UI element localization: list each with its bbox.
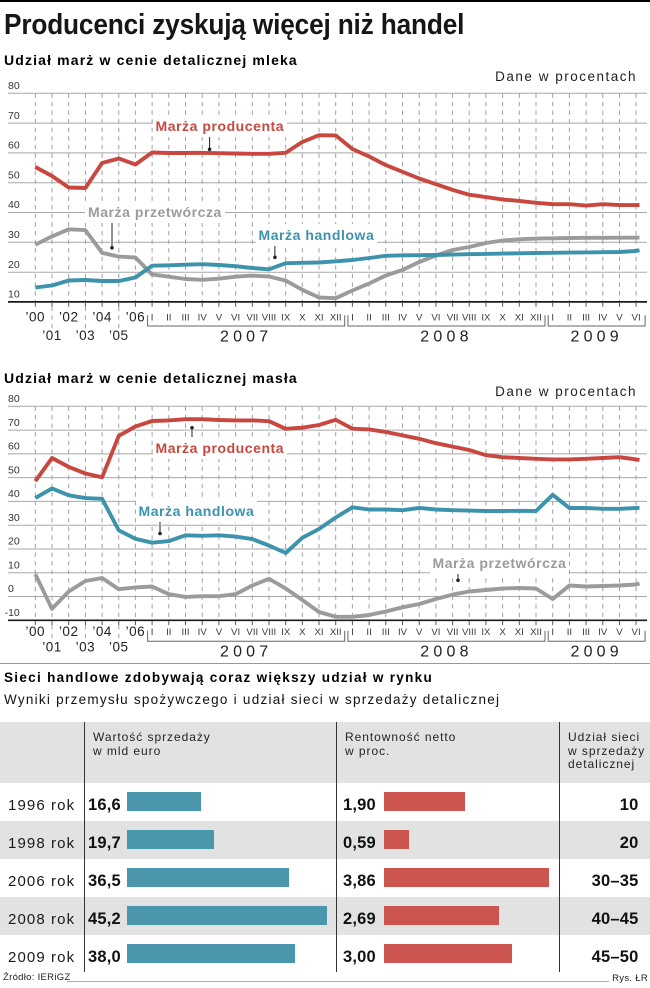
- svg-text:’01: ’01: [42, 640, 62, 655]
- svg-text:I: I: [151, 627, 154, 638]
- svg-text:VI: VI: [431, 312, 440, 323]
- svg-text:III: III: [582, 312, 590, 323]
- svg-text:II: II: [366, 312, 371, 323]
- svg-text:’04: ’04: [92, 310, 112, 325]
- svg-text:IX: IX: [481, 312, 491, 323]
- svg-text:V: V: [216, 312, 223, 323]
- svg-text:VIII: VIII: [262, 627, 276, 638]
- svg-text:III: III: [382, 627, 390, 638]
- svg-text:XII: XII: [530, 627, 542, 638]
- svg-text:VIII: VIII: [462, 627, 476, 638]
- svg-text:V: V: [616, 312, 623, 323]
- svg-text:10: 10: [8, 560, 20, 572]
- svg-text:XII: XII: [330, 312, 342, 323]
- svg-text:V: V: [416, 312, 423, 323]
- svg-text:2009: 2009: [570, 644, 622, 661]
- svg-text:40: 40: [8, 488, 20, 500]
- svg-text:XII: XII: [530, 312, 542, 323]
- svg-text:VIII: VIII: [262, 312, 276, 323]
- svg-text:-10: -10: [5, 607, 20, 619]
- svg-text:XI: XI: [314, 312, 323, 323]
- svg-text:70: 70: [8, 417, 20, 429]
- svg-text:III: III: [582, 627, 590, 638]
- svg-text:IX: IX: [281, 627, 291, 638]
- svg-text:II: II: [567, 312, 572, 323]
- svg-text:2009: 2009: [570, 329, 622, 346]
- svg-text:IV: IV: [198, 627, 208, 638]
- svg-text:’01: ’01: [42, 328, 62, 343]
- svg-text:X: X: [299, 627, 306, 638]
- svg-text:X: X: [499, 312, 506, 323]
- svg-text:VII: VII: [447, 312, 459, 323]
- svg-text:X: X: [499, 627, 506, 638]
- svg-text:VIII: VIII: [462, 312, 476, 323]
- svg-text:VI: VI: [231, 627, 240, 638]
- svg-text:’06: ’06: [126, 310, 146, 325]
- svg-text:70: 70: [8, 110, 20, 122]
- svg-text:’02: ’02: [59, 310, 79, 325]
- svg-text:VII: VII: [246, 312, 258, 323]
- svg-text:’05: ’05: [109, 328, 129, 343]
- svg-text:VI: VI: [431, 627, 440, 638]
- svg-text:IX: IX: [481, 627, 491, 638]
- svg-text:’06: ’06: [126, 624, 146, 639]
- svg-text:’05: ’05: [109, 640, 129, 655]
- svg-text:VII: VII: [246, 627, 258, 638]
- svg-text:50: 50: [8, 169, 20, 181]
- svg-text:I: I: [351, 312, 354, 323]
- svg-text:IV: IV: [598, 627, 608, 638]
- svg-text:XII: XII: [330, 627, 342, 638]
- svg-text:0: 0: [8, 583, 14, 595]
- svg-text:2008: 2008: [420, 644, 472, 661]
- svg-text:II: II: [166, 627, 171, 638]
- svg-text:IV: IV: [398, 627, 408, 638]
- svg-text:I: I: [151, 312, 154, 323]
- svg-text:30: 30: [8, 229, 20, 241]
- svg-text:I: I: [551, 312, 554, 323]
- svg-text:III: III: [382, 312, 390, 323]
- svg-text:II: II: [567, 627, 572, 638]
- svg-text:I: I: [551, 627, 554, 638]
- svg-text:60: 60: [8, 441, 20, 453]
- svg-text:IV: IV: [198, 312, 208, 323]
- svg-text:VI: VI: [231, 312, 240, 323]
- svg-text:80: 80: [8, 393, 20, 405]
- svg-text:IV: IV: [398, 312, 408, 323]
- svg-text:’02: ’02: [59, 624, 79, 639]
- svg-text:VII: VII: [447, 627, 459, 638]
- svg-text:’03: ’03: [76, 328, 96, 343]
- svg-text:’03: ’03: [76, 640, 96, 655]
- svg-text:II: II: [366, 627, 371, 638]
- svg-text:XI: XI: [515, 312, 524, 323]
- svg-text:VI: VI: [632, 627, 641, 638]
- svg-text:20: 20: [8, 536, 20, 548]
- svg-text:XI: XI: [314, 627, 323, 638]
- svg-text:’04: ’04: [92, 624, 112, 639]
- svg-text:’00: ’00: [26, 624, 46, 639]
- svg-text:50: 50: [8, 464, 20, 476]
- svg-text:10: 10: [8, 289, 20, 301]
- svg-text:80: 80: [8, 80, 20, 92]
- svg-text:II: II: [166, 312, 171, 323]
- svg-text:III: III: [182, 627, 190, 638]
- svg-text:V: V: [416, 627, 423, 638]
- svg-text:30: 30: [8, 512, 20, 524]
- svg-text:IV: IV: [598, 312, 608, 323]
- svg-text:V: V: [616, 627, 623, 638]
- svg-text:20: 20: [8, 259, 20, 271]
- svg-text:40: 40: [8, 199, 20, 211]
- svg-text:X: X: [299, 312, 306, 323]
- svg-text:2008: 2008: [420, 329, 472, 346]
- svg-text:IX: IX: [281, 312, 291, 323]
- svg-text:’00: ’00: [26, 310, 46, 325]
- svg-text:VI: VI: [632, 312, 641, 323]
- svg-text:2007: 2007: [220, 644, 272, 661]
- svg-text:I: I: [351, 627, 354, 638]
- svg-text:V: V: [216, 627, 223, 638]
- svg-text:III: III: [182, 312, 190, 323]
- svg-text:2007: 2007: [220, 329, 272, 346]
- svg-text:XI: XI: [515, 627, 524, 638]
- svg-text:60: 60: [8, 140, 20, 152]
